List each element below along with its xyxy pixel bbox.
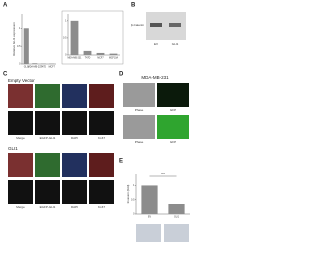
micrograph — [157, 115, 189, 139]
y-tick-label: 0 — [133, 213, 135, 216]
x-tick-label: MDA-MB-231 — [68, 57, 83, 60]
bar — [71, 21, 79, 55]
x-tick-label: MCF7 — [97, 58, 104, 60]
channel-label: Merge — [16, 136, 25, 140]
micrograph — [35, 180, 60, 204]
y-tick-label: 0 — [19, 63, 21, 66]
x-tick-label: MCF10A — [109, 57, 119, 60]
panel-label: E — [119, 159, 123, 165]
bar — [24, 28, 29, 64]
y-tick-label: 1 — [133, 184, 135, 187]
x-tick-label: T47D — [85, 58, 91, 60]
micrograph — [89, 84, 114, 108]
group-title: Empty Vector — [8, 78, 35, 83]
caption: GFP — [170, 140, 176, 144]
channel-label: EGFP-GLI1 — [40, 136, 56, 140]
micrograph — [35, 153, 60, 177]
bar — [97, 53, 105, 55]
caption: Phase — [135, 140, 144, 144]
micrograph — [123, 83, 155, 107]
micrograph — [62, 111, 87, 135]
y-axis-label: Relative GLI1 expression — [12, 22, 16, 56]
bar — [141, 185, 157, 214]
lane-label: EV — [154, 42, 158, 46]
micrograph — [8, 180, 33, 204]
panel-label: B — [131, 3, 136, 9]
micrograph — [62, 180, 87, 204]
micrograph — [62, 84, 87, 108]
x-tick-label: T47D — [40, 67, 46, 69]
channel-label: EGFP-GLI1 — [40, 205, 56, 209]
panel-label: D — [119, 72, 124, 78]
micrograph — [136, 224, 161, 242]
panel-label: C — [3, 72, 8, 78]
figure: A B C D E β-Catenin EV GLI1 Empty Vector… — [0, 0, 200, 270]
y-tick-label: 0.5 — [17, 45, 21, 48]
lane-label: GLI1 — [172, 42, 179, 46]
micrograph — [35, 111, 60, 135]
panel-title: MDA-MB-231 — [141, 75, 169, 80]
caption: Phase — [135, 108, 144, 112]
channel-label: DAPI — [71, 136, 78, 140]
micrograph — [157, 83, 189, 107]
caption: GFP — [170, 108, 176, 112]
micrograph — [123, 115, 155, 139]
micrograph — [89, 111, 114, 135]
micrograph — [89, 180, 114, 204]
annotation: *** — [161, 172, 165, 176]
micrograph — [164, 224, 189, 242]
y-axis-label: Invasion (fold) — [126, 185, 130, 204]
y-tick-label: 0.5 — [131, 198, 135, 201]
micrograph — [89, 153, 114, 177]
micrograph — [8, 84, 33, 108]
y-tick-label: 1 — [65, 19, 67, 22]
bar — [110, 54, 118, 55]
channel-label: Merge — [16, 205, 25, 209]
x-tick-label: GLI1 — [174, 217, 180, 219]
micrograph — [35, 84, 60, 108]
x-tick-label: EV — [148, 217, 152, 219]
channel-label: DAPI — [71, 205, 78, 209]
group-title: GLI1 — [8, 146, 18, 151]
bar — [84, 51, 92, 55]
micrograph — [8, 111, 33, 135]
micrograph — [62, 153, 87, 177]
y-tick-label: 1 — [19, 27, 21, 30]
y-tick-label: 0 — [65, 54, 67, 57]
bar — [32, 63, 37, 64]
channel-label: Ki-67 — [98, 136, 105, 140]
x-tick-label: MCF7 — [49, 67, 56, 69]
blot-band — [150, 23, 162, 27]
micrograph — [8, 153, 33, 177]
blot-band — [169, 23, 181, 27]
band-label: β-Catenin — [131, 23, 144, 27]
channel-label: Ki-67 — [98, 205, 105, 209]
panel-label: A — [3, 3, 8, 9]
y-tick-label: 0.5 — [63, 37, 67, 40]
bar — [168, 204, 184, 214]
